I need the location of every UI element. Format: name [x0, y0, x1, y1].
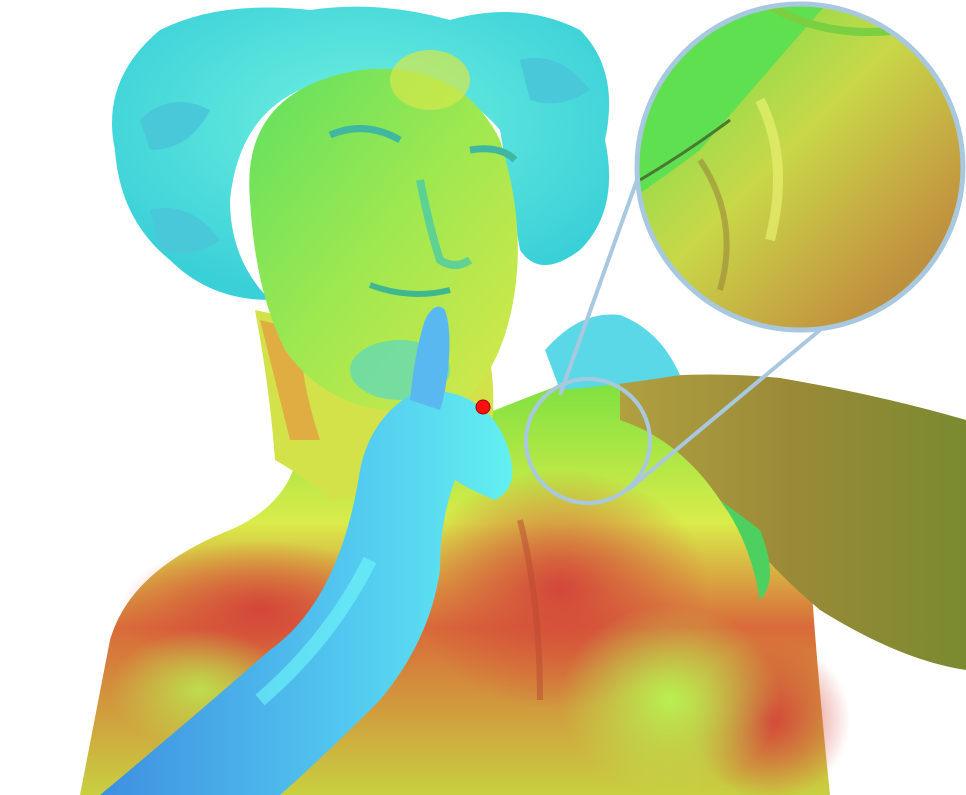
- right-eye: [469, 145, 518, 163]
- mouth: [368, 282, 451, 297]
- forearm-highlight: [255, 556, 377, 706]
- right-breast: [560, 605, 780, 795]
- sternum-fold: [517, 519, 543, 701]
- right-arm: [620, 374, 966, 670]
- neck-shade: [260, 320, 320, 440]
- inset-fold-2: [697, 158, 730, 291]
- armpit: [720, 500, 770, 600]
- inset-fold-1: [755, 97, 783, 242]
- inset-crease: [639, 118, 731, 182]
- hair: [112, 6, 610, 301]
- hair-curl-1: [140, 102, 210, 150]
- index-finger: [410, 306, 450, 410]
- left-forearm: [100, 391, 513, 795]
- hair-curl-2: [520, 58, 590, 104]
- nose: [416, 179, 473, 269]
- hair-curl-3: [150, 208, 220, 254]
- magnifier-source-circle: [524, 377, 652, 505]
- magnifier-connector-bottom: [626, 328, 822, 492]
- magnifier-inset-border: [634, 1, 966, 333]
- source-point-marker: [475, 399, 491, 415]
- forehead-yellow: [390, 50, 470, 110]
- face: [249, 68, 518, 411]
- left-shoulder-hair: [545, 314, 680, 390]
- left-eye: [328, 125, 402, 144]
